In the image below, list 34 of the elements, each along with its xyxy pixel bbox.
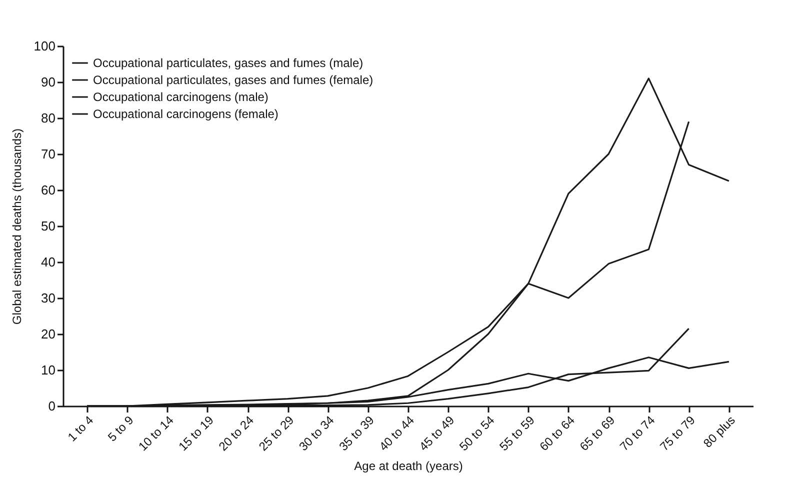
x-tick-label: 20 to 24: [216, 412, 257, 454]
x-tick-label: 5 to 9: [105, 412, 136, 444]
legend-label: Occupational particulates, gases and fumes (male): [93, 56, 364, 70]
y-tick-label: 70: [41, 146, 56, 162]
x-tick-label: 15 to 19: [176, 412, 217, 454]
x-tick-label: 55 to 59: [496, 412, 538, 454]
x-tick-label: 80 plus: [700, 413, 738, 450]
legend-label: Occupational carcinogens (female): [93, 107, 278, 121]
x-tick-label: 35 to 39: [336, 412, 378, 454]
y-tick-label: 100: [34, 38, 56, 54]
x-tick-label: 25 to 29: [256, 412, 297, 454]
y-tick-label: 50: [41, 218, 56, 234]
x-tick-label: 45 to 49: [416, 412, 458, 454]
x-tick-label: 75 to 79: [657, 412, 698, 454]
x-tick-label: 40 to 44: [376, 412, 418, 454]
y-tick-label: 10: [41, 362, 56, 378]
x-tick-label: 70 to 74: [617, 412, 658, 454]
y-tick-label: 20: [41, 326, 56, 342]
y-tick-label: 0: [48, 398, 56, 414]
y-tick-label: 60: [41, 182, 56, 198]
x-axis-title: Age at death (years): [354, 458, 463, 473]
x-tick-label: 30 to 34: [296, 412, 337, 454]
x-tick-label: 10 to 14: [136, 412, 177, 454]
legend-label: Occupational particulates, gases and fumes (female): [93, 73, 374, 87]
legend-label: Occupational carcinogens (male): [93, 90, 268, 104]
x-tick-label: 60 to 64: [536, 412, 578, 454]
y-axis-title: Global estimated deaths (thousands): [10, 128, 24, 325]
y-tick-label: 90: [41, 74, 56, 90]
x-tick-label: 1 to 4: [64, 412, 96, 444]
y-tick-label: 40: [41, 254, 56, 270]
y-tick-label: 80: [41, 110, 56, 126]
y-tick-label: 30: [41, 290, 56, 306]
x-tick-label: 50 to 54: [456, 412, 498, 454]
x-tick-label: 65 to 69: [576, 412, 618, 454]
